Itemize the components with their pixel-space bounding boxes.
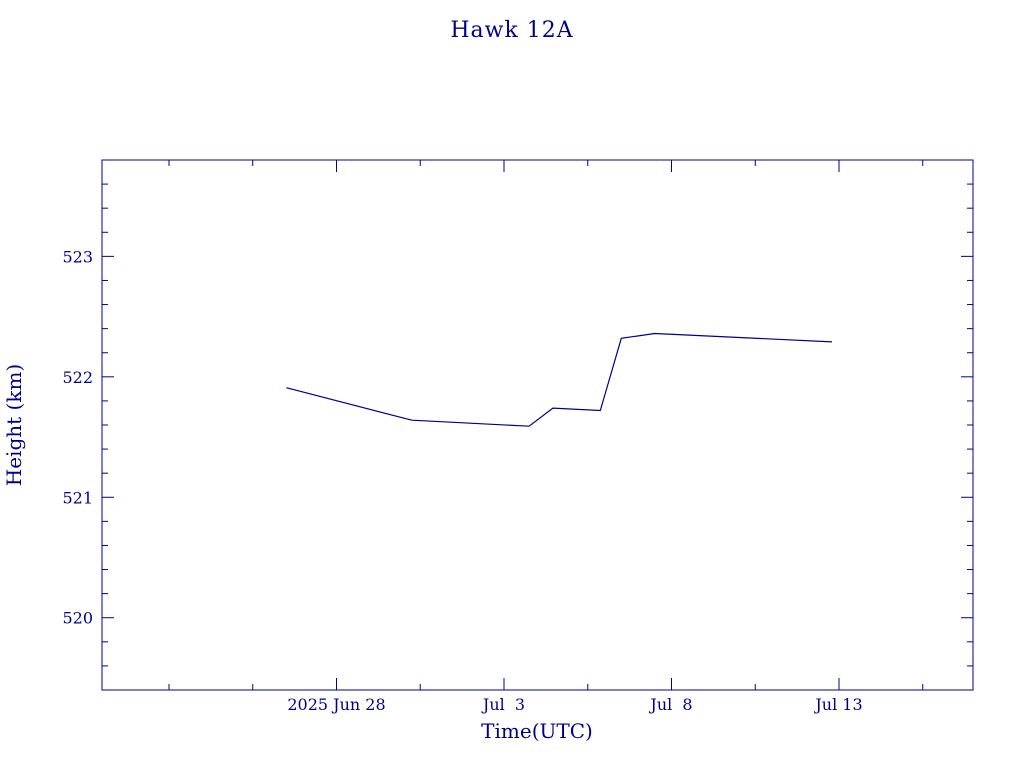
x-axis-label: Time(UTC): [481, 719, 593, 743]
tick-marks: [102, 159, 973, 691]
y-axis-label: Height (km): [2, 364, 26, 486]
x-tick-label: 2025 Jun 28: [287, 695, 385, 714]
chart-title: Hawk 12A: [450, 18, 573, 43]
y-tick-label: 520: [62, 609, 93, 628]
x-tick-label: Jul 8: [648, 695, 692, 714]
y-tick-label: 523: [62, 247, 93, 266]
x-tick-labels: 2025 Jun 28 Jul 3 Jul 8 Jul 13: [287, 695, 862, 714]
x-tick-label: Jul 3: [481, 695, 525, 714]
series-line: [286, 332, 833, 427]
y-tick-labels: 520 521 522 523: [62, 247, 93, 627]
y-tick-label: 521: [62, 488, 93, 507]
y-tick-label: 522: [62, 368, 93, 387]
plot-frame: [101, 159, 974, 691]
x-tick-label: Jul 13: [813, 695, 862, 714]
